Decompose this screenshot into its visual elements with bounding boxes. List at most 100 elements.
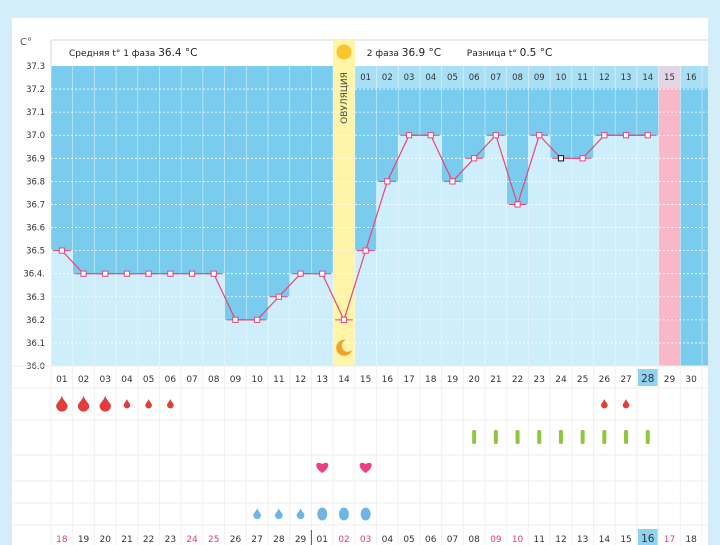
cycle-day-number: 04 [121,375,133,385]
heart-icon [359,462,372,473]
cycle-day-number: 05 [143,375,154,385]
temperature-point [297,270,304,277]
chart-card: C° Средняя t° 1 фаза 36.4 °C 2 фаза 36.9 °… [12,18,708,545]
y-tick-label: 36.9 [26,154,45,164]
temperature-point [601,132,608,139]
temperature-bar [398,135,420,366]
temperature-point [340,316,348,323]
fertile-marker-icon [558,430,563,444]
temperature-point [536,132,543,139]
temperature-point [644,132,651,139]
temperature-point [449,178,456,185]
calendar-date: 15 [620,535,631,545]
bleeding-drop-icon [99,395,111,412]
cycle-day-number: 20 [468,375,480,385]
calendar-date: 24 [186,535,198,545]
cycle-day-number: 31 [707,375,708,385]
calendar-date: 04 [382,535,394,545]
cycle-day-number: 25 [577,375,588,385]
bleeding-drop-icon [145,399,152,409]
highlighted-day-column [658,66,681,366]
calendar-date: 27 [251,535,262,545]
bleeding-drop-icon [601,399,608,409]
calendar-date: 23 [165,535,176,545]
y-tick-label: 36.8 [26,177,45,187]
calendar-date: 12 [555,535,566,545]
phase2-day-number: 15 [664,73,675,83]
temperature-point [622,132,630,139]
temperature-point [102,270,109,277]
fertile-marker-icon [537,430,542,444]
phase2-average-value: 36.9 °C [402,47,441,59]
calendar-date: 26 [230,535,242,545]
phase2-day-number: 04 [425,73,436,83]
temperature-bar [615,135,637,366]
temperature-bar [268,296,290,366]
calendar-date: 19 [707,535,708,545]
sun-icon [336,44,352,60]
calendar-date: 21 [121,535,132,545]
y-tick-label: 37.1 [26,108,45,118]
temperature-point [579,155,586,162]
current-date-highlight [637,529,658,545]
cycle-day-number: 24 [555,375,567,385]
cycle-day-number: 14 [338,375,350,385]
temperature-point [232,316,239,323]
temperature-bar [550,158,572,366]
cycle-day-number: 27 [620,375,631,385]
calendar-date: 09 [490,535,502,545]
phase2-day-number: 14 [642,73,653,83]
cycle-day-number: 29 [664,375,676,385]
temperature-point [557,155,565,162]
ovulation-label: ОВУЛЯЦИЯ [340,72,350,124]
mucus-drop-icon [296,508,305,520]
cycle-day-number: 10 [251,375,263,385]
moon-icon [336,339,352,356]
temperature-bar [202,273,225,366]
temperature-point [471,155,478,162]
cycle-day-number: 23 [534,375,545,385]
cycle-day-number: 16 [382,375,394,385]
bleeding-drop-icon [77,395,90,412]
cycle-day-number: 15 [360,375,371,385]
current-cycle-day-highlight [637,369,658,386]
phase2-day-number: 13 [621,73,632,83]
cycle-day-number: 26 [599,375,611,385]
y-tick-label: 36.3 [26,293,45,303]
calendar-date: 01 [317,535,328,545]
y-tick-label: 36.0 [26,362,45,372]
temperature-bar [463,158,485,366]
temperature-point [58,247,65,254]
phase2-day-number: 09 [534,73,545,83]
temperature-point [514,201,521,208]
cycle-day-number: 08 [208,375,220,385]
phase2-day-number: 12 [599,73,610,83]
temperature-bar [311,273,334,366]
cycle-day-number: 22 [512,375,523,385]
mucus-oval-icon [338,507,349,521]
bleeding-drop-icon [167,399,174,409]
y-tick-label: 36.4. [23,270,45,280]
temperature-bar [571,158,594,366]
calendar-date: 17 [664,535,675,545]
phase2-day-number: 17 [707,73,708,83]
fertile-marker-icon [602,430,607,444]
temperature-bar [51,250,73,366]
phase1-average-text: Средняя t° 1 фаза 36.4 °C [69,47,198,59]
y-axis-unit-label: C° [20,37,32,48]
temperature-difference-value: 0.5 °C [520,47,553,59]
moon-icon [336,339,352,356]
temperature-point [80,270,87,277]
phase2-day-number: 07 [490,73,501,83]
temperature-bar [159,273,182,366]
mucus-drop-icon [253,508,262,520]
y-tick-label: 36.5 [26,247,45,257]
temperature-line [61,134,648,322]
calendar-date: 19 [78,535,90,545]
mucus-oval-icon [360,507,371,521]
phase2-day-number: 05 [447,73,458,83]
cycle-day-number: 07 [186,375,197,385]
temperature-point [275,293,282,300]
bleeding-drop-icon [622,399,630,409]
cycle-day-number: 30 [685,375,697,385]
